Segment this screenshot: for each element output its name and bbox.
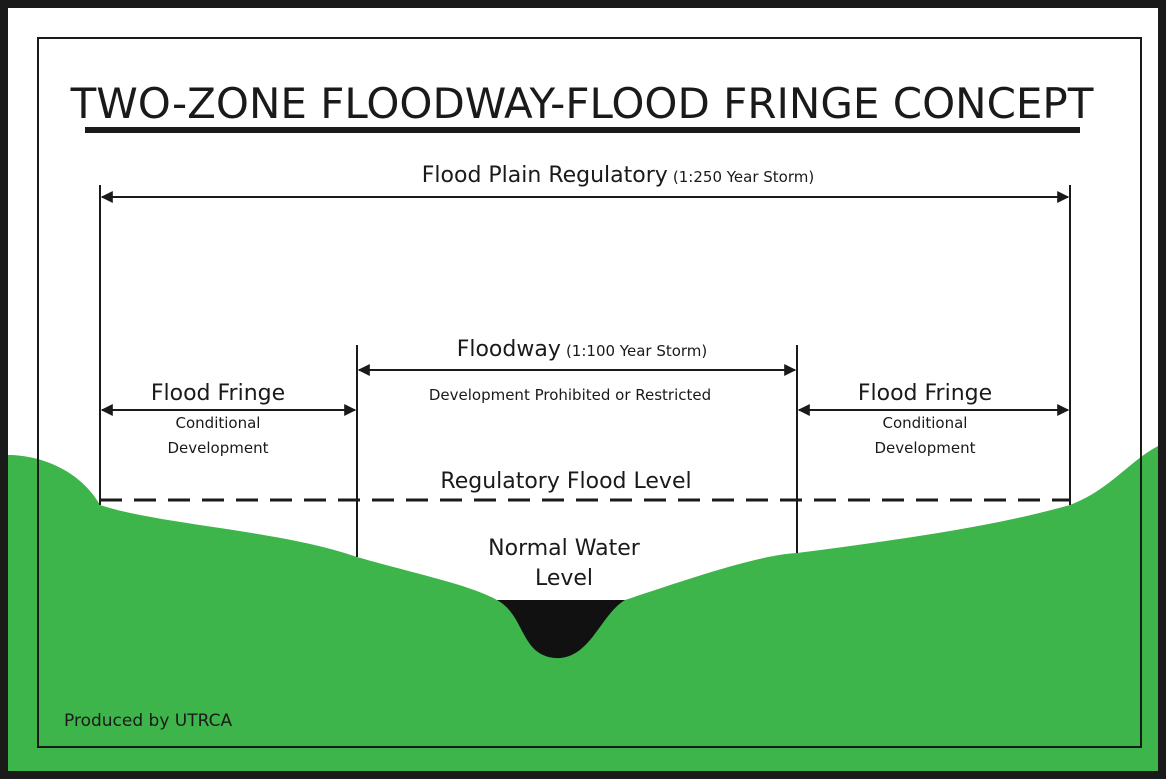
title: TWO-ZONE FLOODWAY-FLOOD FRINGE CONCEPT bbox=[70, 79, 1094, 128]
fringe-label: Flood Fringe bbox=[151, 381, 285, 406]
storm: (1:250 Year Storm) bbox=[673, 168, 814, 186]
diagram: TWO-ZONE FLOODWAY-FLOOD FRINGE CONCEPT F… bbox=[0, 0, 1166, 779]
fringe-note: Conditional bbox=[883, 414, 968, 432]
regulatory-level: Regulatory Flood Level bbox=[440, 469, 691, 494]
fringe-label: Flood Fringe bbox=[858, 381, 992, 406]
fringe-note: Development bbox=[168, 439, 269, 457]
fringe-note: Conditional bbox=[176, 414, 261, 432]
storm: (1:100 Year Storm) bbox=[566, 342, 707, 360]
credit: Produced by UTRCA bbox=[64, 711, 232, 731]
label: Floodway bbox=[457, 337, 561, 362]
floodway-note: Development Prohibited or Restricted bbox=[429, 386, 711, 404]
fringe-note: Development bbox=[875, 439, 976, 457]
label: Flood Plain Regulatory bbox=[422, 163, 668, 188]
normal-water: Normal Water bbox=[488, 536, 641, 561]
normal-water: Level bbox=[535, 566, 593, 591]
